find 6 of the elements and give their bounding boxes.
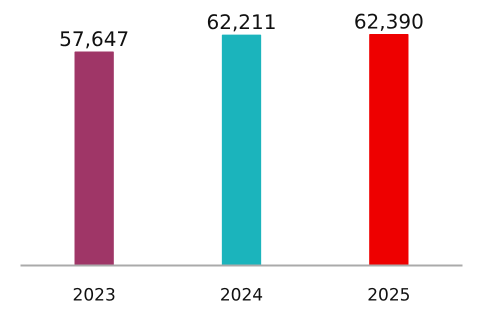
data-label: 57,647: [59, 27, 130, 52]
data-label: 62,390: [354, 10, 424, 34]
x-tick-label: 2024: [220, 286, 264, 306]
x-tick-label: 2023: [72, 286, 116, 306]
x-tick-label: 2025: [367, 286, 410, 306]
data-label: 62,211: [206, 10, 276, 34]
